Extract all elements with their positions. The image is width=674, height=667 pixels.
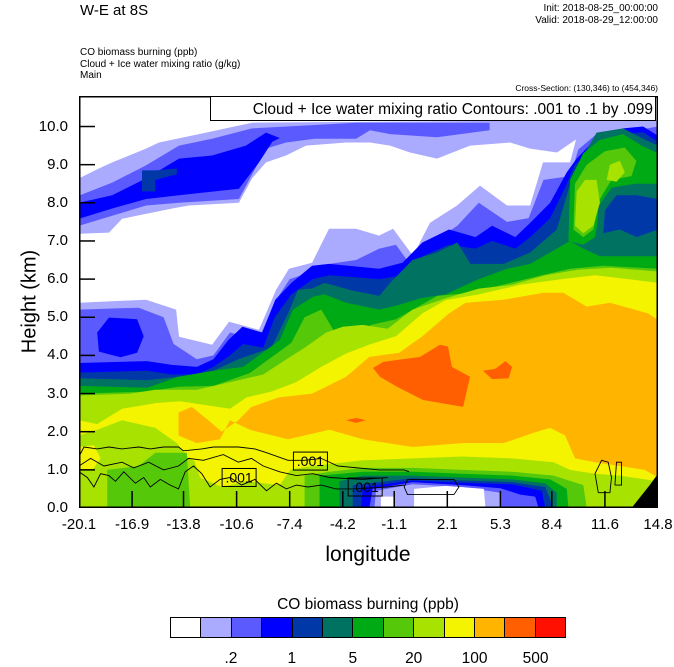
- co-band-level-7: [107, 452, 191, 508]
- contour-plot: .001 .001 .001: [79, 96, 658, 508]
- co-band-level-3: [97, 317, 144, 358]
- field-co: CO biomass burning (ppb): [80, 47, 198, 58]
- field-domain: Main: [80, 70, 102, 81]
- cloud-contour-line: [594, 459, 612, 494]
- cloud-contour-line: [79, 446, 410, 473]
- x-axis-label: longitude: [325, 543, 411, 566]
- colorbar-swatch: [535, 618, 566, 637]
- colorbar-swatch: [231, 618, 263, 637]
- cloud-contour-line: [614, 461, 622, 486]
- colorbar-label: 5: [348, 650, 358, 667]
- colorbar-swatch: [262, 618, 293, 637]
- x-tick-label: -20.1: [61, 516, 97, 533]
- terrain: [631, 473, 658, 508]
- co-band-level-8: [575, 179, 600, 234]
- colorbar-swatch: [353, 618, 384, 637]
- contour-label-text: .001: [352, 479, 379, 495]
- x-tick-label: -4.2: [329, 516, 356, 533]
- co-band-level-3: [79, 132, 280, 219]
- contour-label-box: [221, 467, 257, 487]
- x-tick-label: 11.6: [590, 516, 619, 533]
- colorbar-swatch: [171, 618, 202, 637]
- co-band-level-9: [193, 447, 293, 487]
- x-tick-label: -16.9: [114, 516, 150, 533]
- colorbar-label: 500: [522, 650, 549, 667]
- colorbar-swatch: [444, 618, 475, 637]
- y-tick-label: 4.0: [47, 346, 68, 364]
- axis-ticks: [79, 125, 658, 508]
- colorbar-swatch: [292, 618, 323, 637]
- colorbar-swatch: [474, 618, 506, 637]
- x-tick-label: 8.4: [541, 516, 563, 533]
- x-tick-label: -1.1: [381, 516, 408, 533]
- field-list: CO biomass burning (ppb) Cloud + Ice wat…: [80, 47, 240, 82]
- x-tick-label: 5.3: [489, 516, 511, 533]
- co-band-level-2: [79, 122, 490, 226]
- colorbar-swatch: [505, 618, 536, 637]
- time-info: Init: 2018-08-25_00:00:00 Valid: 2018-08…: [535, 3, 658, 27]
- cloud-contour-line: [79, 454, 388, 480]
- contour-info-box: Cloud + Ice water mixing ratio Contours:…: [210, 96, 656, 121]
- x-tick-label: 14.8: [643, 516, 673, 533]
- colorbar-title: CO biomass burning (ppb): [277, 596, 459, 613]
- cross-section-label: Cross-Section: (130,346) to (454,346): [515, 83, 658, 93]
- y-tick-label: 7.0: [47, 231, 68, 249]
- co-band-level-11: [346, 418, 366, 423]
- colorbar-swatch: [322, 618, 354, 637]
- x-tick-label: -7.4: [276, 516, 303, 533]
- contour-label: .001: [221, 467, 257, 487]
- y-tick-label: 10.0: [38, 117, 68, 135]
- x-tick-label: -10.6: [219, 516, 254, 533]
- y-tick-label: 2.0: [47, 422, 68, 440]
- x-tick-label: -13.8: [166, 516, 201, 533]
- contour-lines: .001 .001 .001: [79, 446, 622, 497]
- co-band-level-11: [373, 344, 470, 407]
- co-band-level-11: [483, 361, 512, 380]
- colorbar-label: 1: [287, 650, 297, 667]
- colorbar-label: 20: [405, 650, 423, 667]
- plot-title: W-E at 8S: [80, 2, 149, 19]
- contour-label: .001: [347, 477, 383, 497]
- contour-label: .001: [292, 451, 328, 471]
- co-band-level-8: [606, 160, 625, 182]
- contour-label-text: .001: [225, 469, 252, 485]
- co-band-level-0: [414, 485, 486, 508]
- y-axis-label: Height (km): [18, 249, 41, 354]
- co-band-level-4: [603, 195, 658, 238]
- y-tick-label: 9.0: [47, 155, 68, 173]
- y-tick-label: 5.0: [47, 308, 68, 326]
- contour-label-box: [347, 477, 383, 497]
- co-band-level-0: [380, 496, 395, 508]
- co-band-level-4: [142, 168, 177, 192]
- colorbar-swatch: [414, 618, 445, 637]
- cloud-contour-line: [79, 465, 405, 492]
- field-cloud-ice: Cloud + Ice water mixing ratio (g/kg): [80, 58, 241, 70]
- y-tick-label: 3.0: [47, 384, 68, 402]
- y-tick-label: 0.0: [47, 499, 68, 516]
- y-tick-label: 6.0: [47, 270, 68, 288]
- colorbar-label: 100: [461, 650, 488, 667]
- contour-label-text: .001: [297, 453, 324, 469]
- y-tick-label: 1.0: [47, 460, 68, 478]
- co-band-level-9: [79, 445, 101, 470]
- init-time: Init: 2018-08-25_00:00:00: [543, 3, 658, 14]
- filled-contours: [79, 119, 658, 508]
- colorbar-swatch: [383, 618, 415, 637]
- colorbar-label: .2: [224, 650, 238, 667]
- y-tick-label: 8.0: [47, 193, 68, 211]
- cloud-contour-line: [403, 478, 460, 496]
- valid-time: Valid: 2018-08-29_12:00:00: [535, 15, 658, 26]
- x-tick-label: 2.1: [436, 516, 458, 533]
- colorbar-swatch: [201, 618, 232, 637]
- contour-label-box: [292, 451, 328, 471]
- colorbar: [170, 617, 566, 638]
